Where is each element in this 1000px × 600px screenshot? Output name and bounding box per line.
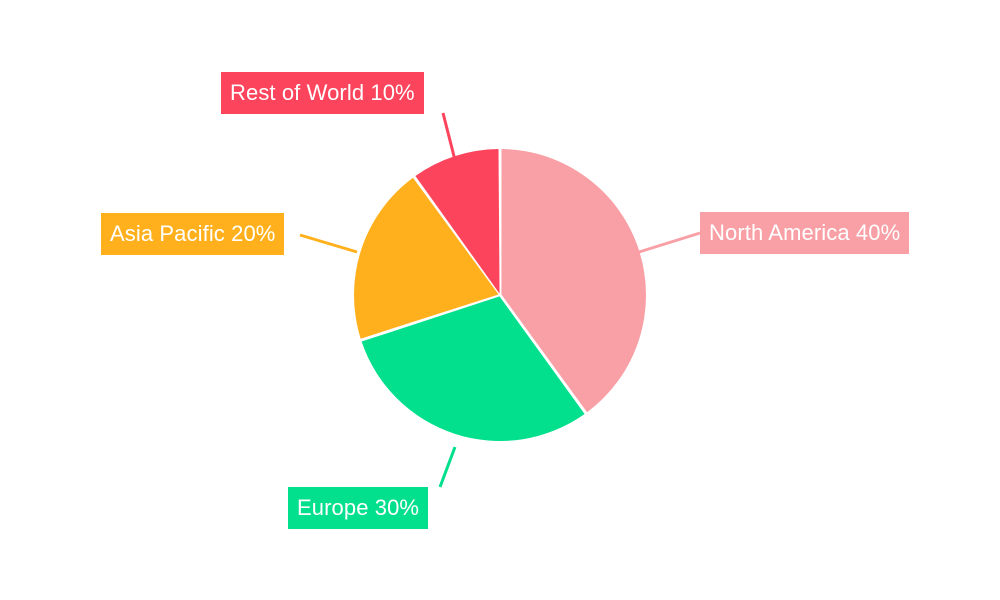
slice-label-north-america: North America 40% [700, 212, 910, 254]
slice-label-europe: Europe 30% [288, 487, 429, 529]
leader-line-north-america [638, 231, 701, 254]
pie-slice-north-america [501, 149, 647, 413]
pie-slice-asia-pacific [353, 177, 499, 339]
slice-label-asia-pacific: Asia Pacific 20% [101, 213, 285, 255]
leader-line-europe [438, 446, 457, 488]
pie-slice-europe [361, 296, 585, 441]
pie-slices [353, 149, 647, 441]
leader-line-asia-pacific [299, 233, 358, 254]
slice-label-rest-of-world: Rest of World 10% [221, 72, 424, 114]
pie-slice-rest-of-world [415, 149, 500, 294]
